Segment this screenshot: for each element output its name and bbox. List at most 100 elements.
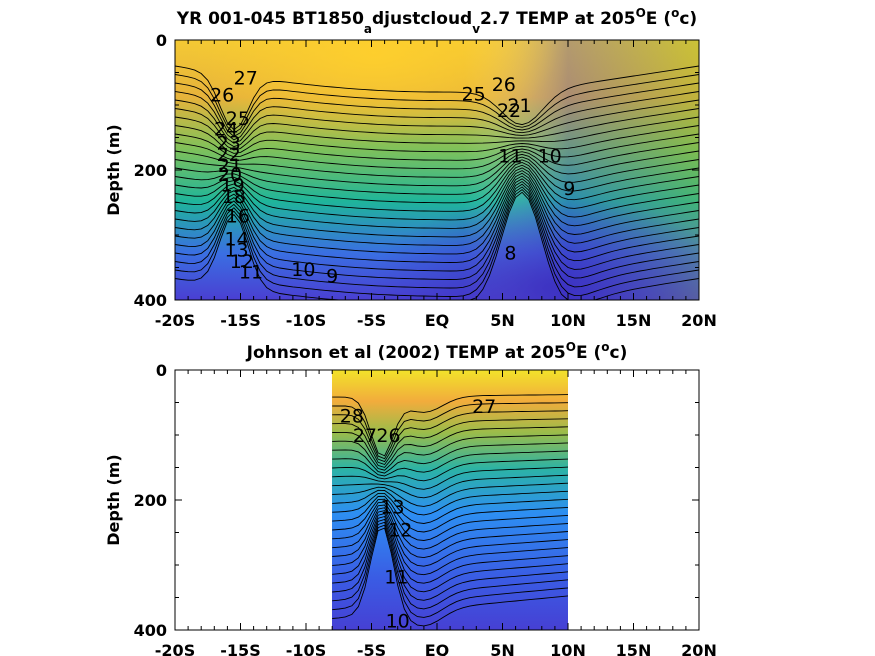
isotherm-line [332, 426, 568, 468]
isotherm-line [332, 524, 568, 618]
y-axis-label-top: Depth (m) [104, 124, 123, 216]
x-tick-label: 15N [616, 311, 652, 330]
isotherm-line [175, 159, 699, 204]
chart-title-bottom: Johnson et al (2002) TEMP at 205OE (oc) [246, 340, 628, 363]
isotherm-line [175, 99, 699, 144]
isotherm-line [332, 418, 568, 466]
contour-label: 11 [239, 261, 263, 283]
contour-label: 11 [498, 146, 522, 168]
title-subscript: a [364, 22, 372, 36]
isotherm-line [175, 108, 699, 148]
y-axis-bottom: 0 200 400 [134, 361, 699, 640]
contour-label: 11 [384, 567, 408, 589]
isotherm-line [175, 150, 699, 178]
y-axis-top: 0 200 400 [134, 31, 699, 310]
isotherm-line [175, 133, 699, 161]
x-tick-label: 15N [616, 641, 652, 656]
title-part: E ( [646, 9, 671, 29]
x-tick-label: 5N [490, 311, 515, 330]
title-superscript: o [671, 6, 679, 20]
title-part: c) [610, 343, 628, 363]
isotherm-line [332, 394, 568, 457]
isotherm-line [332, 450, 568, 477]
isotherm-line [175, 170, 699, 238]
contour-label: 21 [507, 95, 531, 117]
isotherm-line [175, 153, 699, 187]
isotherm-line [175, 156, 699, 195]
y-axis-label-bottom: Depth (m) [104, 454, 123, 546]
isotherm-line [175, 65, 699, 131]
isotherm-line [175, 167, 699, 229]
contour-label: 27 [234, 68, 258, 90]
isotherm-line [175, 162, 699, 212]
title-part: YR 001-045 BT1850 [176, 9, 364, 29]
isotherm-line [175, 186, 699, 289]
x-tick-label: 10N [550, 641, 586, 656]
title-superscript: o [601, 340, 609, 354]
y-tick-label: 0 [156, 361, 167, 380]
title-superscript: O [636, 6, 646, 20]
isotherm-line [332, 510, 568, 576]
contour-label: 18 [222, 186, 246, 208]
x-axis-bottom: -20S -15S -10S -5S EQ 5N 10N 15N 20N [155, 370, 717, 656]
isotherm-line [332, 515, 568, 593]
contour-label: 20 [218, 164, 242, 186]
isotherm-line [332, 495, 568, 533]
contour-label: 22 [217, 144, 241, 166]
contour-label: 23 [217, 133, 241, 155]
contour-label: 8 [504, 243, 516, 265]
y-tick-label: 200 [134, 491, 167, 510]
title-part: Johnson et al (2002) TEMP at 205 [246, 343, 566, 363]
title-subscript: v [472, 22, 480, 36]
isotherm-line [332, 442, 568, 474]
isotherm-line [175, 191, 699, 300]
contour-lines-bottom [332, 394, 568, 627]
isotherm-line [332, 402, 568, 460]
isotherm-line [175, 91, 699, 141]
title-part: E ( [576, 343, 601, 363]
contour-label: 22 [497, 100, 521, 122]
x-tick-label: -5S [357, 641, 386, 656]
contour-label: 21 [218, 155, 242, 177]
x-tick-label: -20S [155, 641, 195, 656]
y-tick-label: 0 [156, 31, 167, 50]
x-tick-label: 10N [550, 311, 586, 330]
x-tick-label: -20S [155, 311, 195, 330]
contour-label: 28 [340, 406, 364, 428]
isotherm-line [332, 513, 568, 584]
x-tick-label: 5N [490, 641, 515, 656]
contour-label: 25 [226, 108, 250, 130]
isotherm-line [332, 504, 568, 559]
contour-label: 19 [221, 174, 245, 196]
contour-label: 26 [492, 74, 516, 96]
x-tick-label: -15S [220, 641, 260, 656]
contour-label: 12 [230, 251, 254, 273]
x-tick-label: 20N [681, 641, 717, 656]
contour-label: 26 [376, 425, 400, 447]
isotherm-line [332, 466, 568, 490]
heatmap-field-bottom [332, 370, 568, 630]
isotherm-line [175, 82, 699, 137]
x-tick-label: EQ [425, 641, 450, 656]
contour-label: 24 [214, 118, 238, 140]
isotherm-line [175, 164, 699, 221]
isotherm-line [332, 501, 568, 550]
isotherm-line [332, 474, 568, 499]
title-part: c) [679, 9, 697, 29]
title-superscript: O [566, 340, 576, 354]
isotherm-line [332, 410, 568, 463]
contour-label: 9 [326, 265, 338, 287]
isotherm-line [332, 518, 568, 601]
x-axis-top: -20S -15S -10S -5S EQ 5N 10N 15N 20N [155, 40, 717, 330]
isotherm-line [175, 175, 699, 255]
y-tick-label: 400 [134, 621, 167, 640]
isotherm-line [175, 74, 699, 134]
contour-label: 27 [472, 396, 496, 418]
isotherm-line [332, 527, 568, 627]
x-tick-label: -5S [357, 311, 386, 330]
